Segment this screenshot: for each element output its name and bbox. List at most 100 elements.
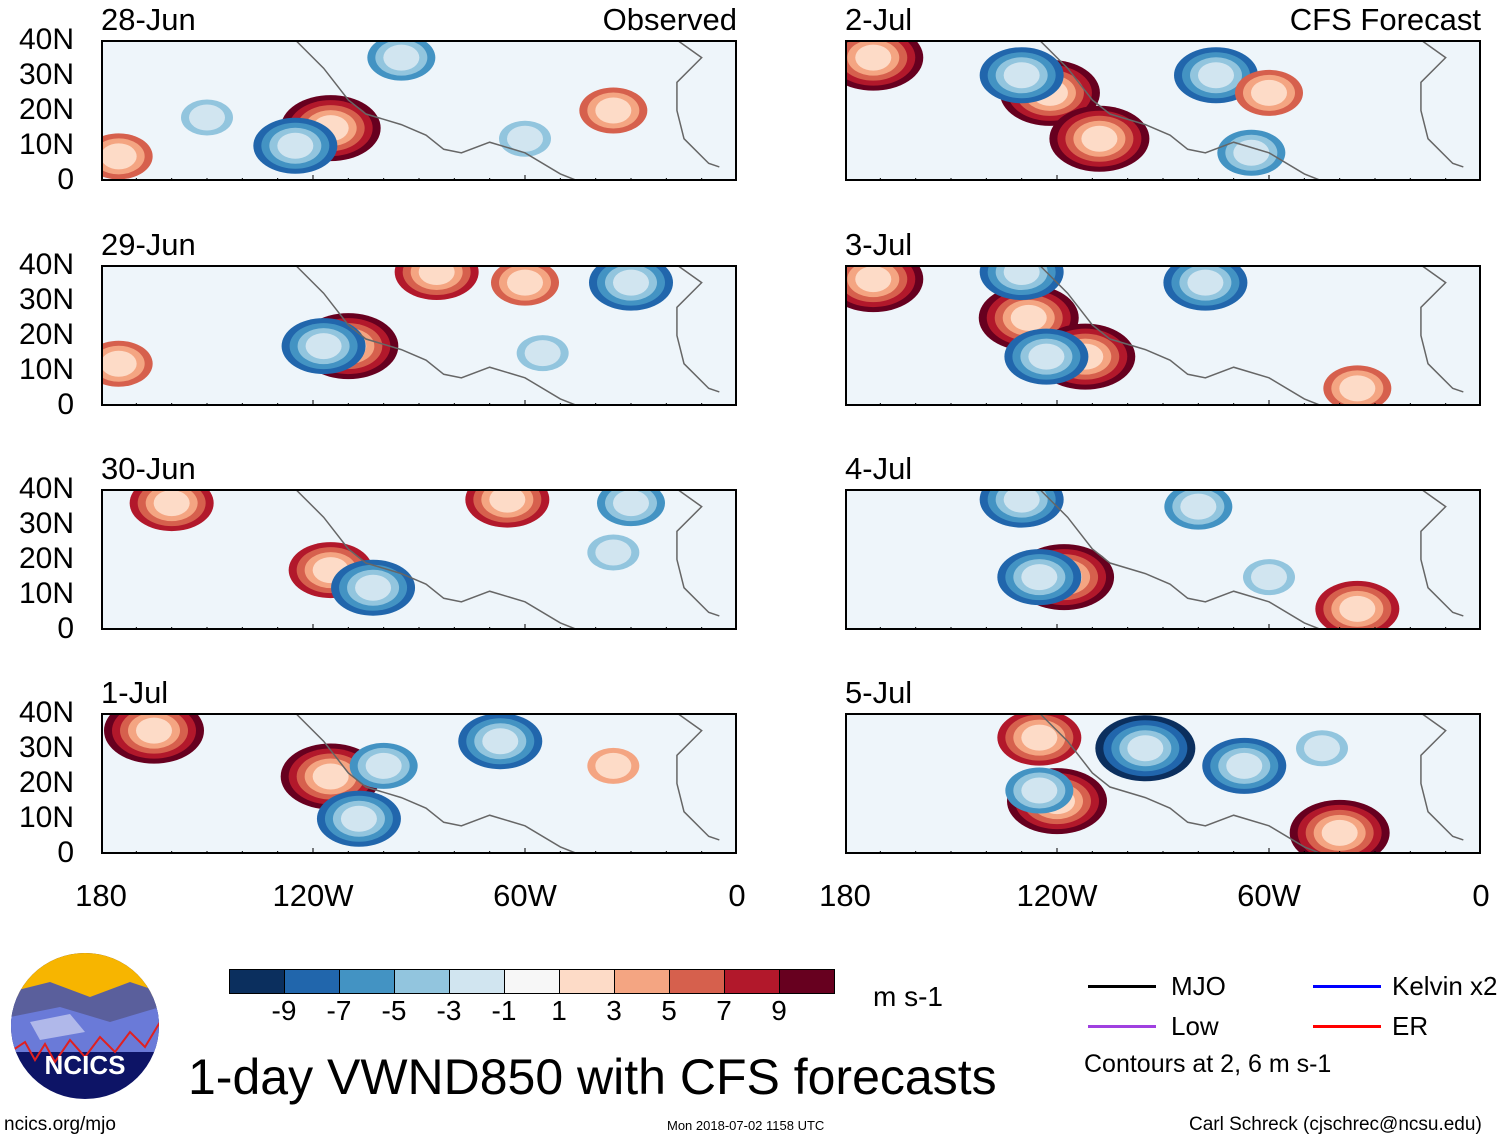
anomaly-blob [1021,724,1058,751]
anomaly-blob [595,539,632,566]
lat-tick-label: 40N [18,23,74,56]
anomaly-blob [595,97,632,124]
lat-tick-label: 20N [18,318,74,351]
map-panel-1-jul: 1-Jul [101,675,737,854]
anomaly-map [101,40,737,181]
anomaly-blob [1028,343,1065,370]
lat-tick-label: 40N [18,696,74,729]
anomaly-blob [1003,265,1040,286]
anomaly-blob [595,752,632,779]
colorbar-swatch [780,970,834,993]
anomaly-blob [1198,62,1234,89]
anomaly-map [101,713,737,854]
footer-url[interactable]: ncics.org/mjo [4,1114,116,1135]
anomaly-blob [355,574,392,601]
coastline [1038,265,1323,406]
colorbar-label: -3 [436,995,462,1026]
coastline [1038,489,1323,630]
lon-tick-label: 120W [272,878,354,913]
anomaly-blob [305,333,342,360]
coastline-africa [1420,40,1464,168]
observed-label: Observed [602,2,737,37]
colorbar-swatch [670,970,725,993]
lat-tick-label: 20N [18,542,74,575]
colorbar-swatch [230,970,285,993]
coastline [1038,713,1323,854]
coastline-africa [676,489,720,617]
legend-line-mjo [1088,985,1156,988]
colorbar-label: 9 [771,995,787,1026]
anomaly-blob [1233,139,1270,166]
panel-date: 3-Jul [845,227,913,262]
lat-tick-label: 10N [18,801,74,834]
anomaly-blob [1180,493,1217,520]
anomaly-map [845,713,1481,854]
coastline [1038,40,1323,181]
colorbar-swatch [450,970,505,993]
colorbar-label: -5 [381,995,407,1026]
anomaly-blob [1251,79,1287,106]
anomaly-blob [1304,735,1340,762]
lat-tick-label: 40N [18,472,74,505]
footer-timestamp: Mon 2018-07-02 1158 UTC [667,1118,825,1133]
anomaly-blob [1021,777,1058,804]
coastline [294,40,579,181]
anomaly-blob [101,350,137,377]
anomaly-blob [1021,564,1058,591]
figure-title: 1-day VWND850 with CFS forecasts [188,1049,997,1105]
legend-label-kelvin: Kelvin x2 [1392,971,1498,1001]
map-panel-30-jun: 30-Jun [101,451,737,630]
panel-date: 28-Jun [101,2,196,37]
anomaly-blob [482,728,519,755]
anomaly-blob [507,125,543,152]
legend-line-low [1088,1025,1156,1028]
legend-label-er: ER [1392,1011,1429,1041]
anomaly-blob [1321,819,1358,846]
map-panel-2-jul: 2-Jul CFS Forecast [845,2,1481,181]
colorbar-swatch [285,970,340,993]
anomaly-blob [1081,125,1118,152]
coastline [294,713,579,854]
lat-tick-label: 0 [57,163,74,196]
coastline-africa [676,265,720,393]
anomaly-blob [277,132,314,159]
anomaly-blob [1251,564,1287,591]
anomaly-blob [855,266,892,293]
colorbar-swatch [340,970,395,993]
lat-tick-label: 30N [18,58,74,91]
panel-date: 5-Jul [845,675,913,710]
ncics-logo: NCICS [11,953,159,1099]
lon-tick-label: 0 [728,878,746,913]
anomaly-blob [365,752,402,779]
lat-tick-label: 30N [18,731,74,764]
colorbar-label: -1 [491,995,517,1026]
map-panel-3-jul: 3-Jul [845,227,1481,406]
coastline [294,489,579,630]
panel-date: 2-Jul [845,2,913,37]
lon-tick-label: 180 [819,878,871,913]
anomaly-blob [489,489,526,513]
colorbar-swatch [505,970,560,993]
lat-tick-label: 0 [57,612,74,645]
colorbar-units: m s-1 [873,981,943,1012]
contours-note: Contours at 2, 6 m s-1 [1084,1050,1332,1078]
legend-label-mjo: MJO [1171,971,1226,1001]
map-panel-28-jun: 28-Jun Observed [101,2,737,181]
panel-date: 29-Jun [101,227,196,262]
lat-tick-label: 30N [18,507,74,540]
panel-date: 1-Jul [101,675,169,710]
colorbar-label: 1 [551,995,567,1026]
lat-tick-label: 20N [18,766,74,799]
anomaly-blob [613,490,649,517]
colorbar [229,969,835,994]
map-panel-29-jun: 29-Jun [101,227,737,406]
anomaly-blob [855,44,892,71]
anomaly-map [845,40,1481,181]
coastline-africa [1420,713,1464,841]
anomaly-blob [101,143,137,170]
anomaly-blob [1127,735,1164,762]
lat-tick-label: 10N [18,353,74,386]
colorbar-label: 3 [606,995,622,1026]
anomaly-blob [1003,62,1040,89]
colorbar-label: 7 [716,995,732,1026]
